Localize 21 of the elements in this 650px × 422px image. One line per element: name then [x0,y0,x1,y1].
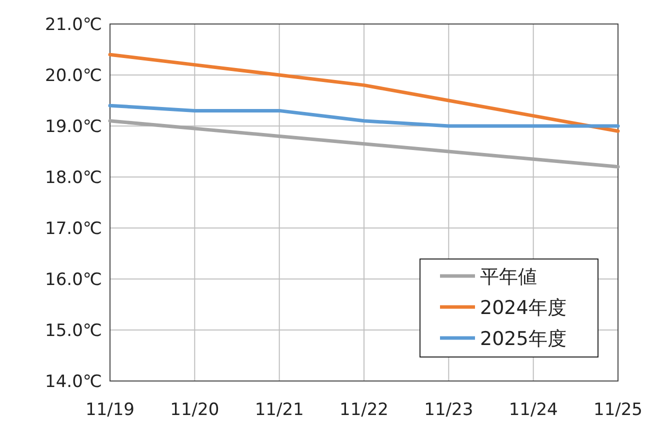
line-series [108,52,620,133]
line-series [108,119,620,169]
x-tick-label: 11/24 [508,400,558,420]
x-tick-label: 11/21 [254,400,304,420]
line-series [108,104,620,128]
y-tick-label: 19.0℃ [45,117,102,137]
legend-label: 2024年度 [480,297,566,319]
y-tick-label: 15.0℃ [45,321,102,341]
y-tick-label: 18.0℃ [45,168,102,188]
x-tick-label: 11/22 [340,400,388,420]
x-tick-label: 11/19 [86,400,134,420]
y-tick-label: 17.0℃ [45,219,102,239]
legend-label: 平年値 [480,266,537,288]
y-tick-label: 16.0℃ [45,270,102,290]
x-tick-label: 11/23 [424,400,474,420]
x-tick-label: 11/25 [594,400,642,420]
y-tick-label: 21.0℃ [45,15,102,35]
y-tick-label: 14.0℃ [45,372,102,392]
legend-label: 2025年度 [480,328,566,350]
x-tick-label: 11/20 [170,400,220,420]
y-tick-label: 20.0℃ [45,66,102,86]
